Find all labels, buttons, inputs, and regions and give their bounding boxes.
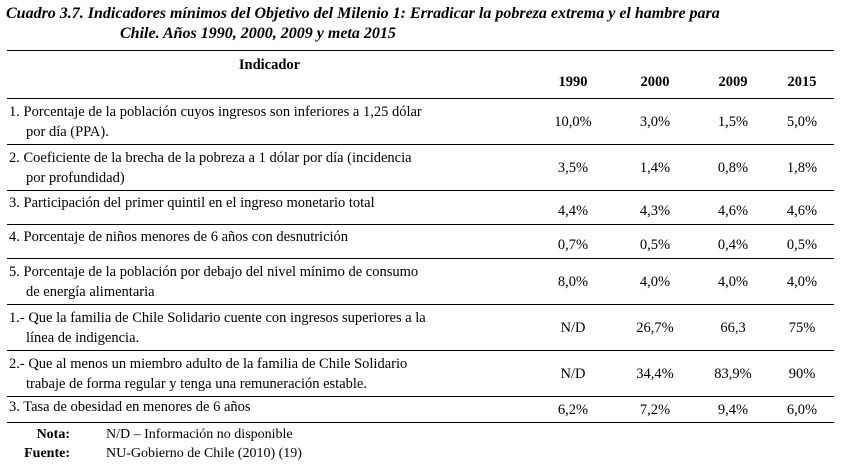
indicator-label-line1: 3. Tasa de obesidad en menores de 6 años xyxy=(9,399,251,415)
value-2000: 26,7% xyxy=(636,319,674,336)
indicator-label-line2: de energía alimentaria xyxy=(26,283,155,300)
value-2000: 4,0% xyxy=(639,273,671,290)
header-year-2015: 2015 xyxy=(787,73,817,90)
indicator-label-line2: por día (PPA). xyxy=(26,123,109,140)
indicator-label: 1.- Que la familia de Chile Solidario cu… xyxy=(7,305,532,351)
indicator-label: 4. Porcentaje de niños menores de 6 años… xyxy=(7,225,532,259)
value-2000: 3,0% xyxy=(639,113,671,130)
indicator-label-line1: 1. Porcentaje de la población cuyos ingr… xyxy=(9,103,422,120)
table-caption: Cuadro 3.7. Indicadores mínimos del Obje… xyxy=(6,4,856,44)
indicator-label: 1. Porcentaje de la población cuyos ingr… xyxy=(7,99,532,145)
value-2000: 7,2% xyxy=(639,402,671,418)
table-row: 4. Porcentaje de niños menores de 6 años… xyxy=(7,225,834,259)
indicator-label: 3. Participación del primer quintil en e… xyxy=(7,191,532,225)
header-year-2000: 2000 xyxy=(640,73,670,90)
table-row: 3. Participación del primer quintil en e… xyxy=(7,191,834,225)
value-1990: 0,7% xyxy=(557,237,589,253)
table-row: 3. Tasa de obesidad en menores de 6 años… xyxy=(7,397,834,423)
indicator-label-line1: 2. Coeficiente de la brecha de la pobrez… xyxy=(9,149,412,166)
header-year-2009: 2009 xyxy=(718,73,748,90)
value-2000: 34,4% xyxy=(636,365,674,382)
value-2015: 4,6% xyxy=(786,203,818,219)
value-2009: 4,6% xyxy=(717,203,749,219)
indicator-label-line1: 3. Participación del primer quintil en e… xyxy=(9,195,375,211)
value-2015: 75% xyxy=(788,319,816,336)
indicator-label-line2: trabaje de forma regular y tenga una rem… xyxy=(26,375,367,392)
caption-line-2: Chile. Años 1990, 2000, 2009 y meta 2015 xyxy=(120,25,396,42)
value-2009: 0,8% xyxy=(717,159,749,176)
value-2009: 1,5% xyxy=(717,113,749,130)
table-row: 1.- Que la familia de Chile Solidario cu… xyxy=(7,305,834,351)
value-2000: 0,5% xyxy=(639,237,671,253)
value-2009: 83,9% xyxy=(714,365,752,382)
value-2015: 1,8% xyxy=(786,159,818,176)
table-row: 5. Porcentaje de la población por debajo… xyxy=(7,259,834,305)
value-2015: 5,0% xyxy=(786,113,818,130)
value-2015: 6,0% xyxy=(786,402,818,418)
indicators-table: Indicador 1990 2000 2009 2015 1. Porcent… xyxy=(7,50,834,423)
indicator-label-line1: 5. Porcentaje de la población por debajo… xyxy=(9,263,419,280)
indicator-label-line1: 2.- Que al menos un miembro adulto de la… xyxy=(9,355,408,372)
header-indicator: Indicador xyxy=(238,57,301,73)
indicator-label-line2: por profundidad) xyxy=(26,169,125,186)
value-1990: 4,4% xyxy=(557,203,589,219)
value-1990: 8,0% xyxy=(557,273,589,290)
indicator-label: 3. Tasa de obesidad en menores de 6 años xyxy=(7,397,532,423)
value-2000: 1,4% xyxy=(639,159,671,176)
header-year-1990: 1990 xyxy=(558,73,588,90)
value-2009: 66,3 xyxy=(720,319,746,336)
value-1990: N/D xyxy=(560,365,586,382)
indicator-label-line1: 4. Porcentaje de niños menores de 6 años… xyxy=(9,229,349,245)
table-row: 1. Porcentaje de la población cuyos ingr… xyxy=(7,99,834,145)
value-2015: 4,0% xyxy=(786,273,818,290)
indicator-label: 2. Coeficiente de la brecha de la pobrez… xyxy=(7,145,532,191)
value-2000: 4,3% xyxy=(639,203,671,219)
value-2009: 0,4% xyxy=(717,237,749,253)
value-2009: 4,0% xyxy=(717,273,749,290)
value-1990: N/D xyxy=(560,319,586,336)
value-2015: 90% xyxy=(788,365,816,382)
value-2009: 9,4% xyxy=(717,402,749,418)
table-row: 2.- Que al menos un miembro adulto de la… xyxy=(7,351,834,397)
caption-line-1: Cuadro 3.7. Indicadores mínimos del Obje… xyxy=(6,5,720,22)
note-label: Nota: xyxy=(36,427,70,442)
indicator-label: 2.- Que al menos un miembro adulto de la… xyxy=(7,351,532,397)
table-notes: Nota: N/D – Información no disponible Fue… xyxy=(0,425,302,463)
note-text: N/D – Información no disponible xyxy=(106,427,293,442)
indicator-label: 5. Porcentaje de la población por debajo… xyxy=(7,259,532,305)
value-1990: 6,2% xyxy=(557,402,589,418)
value-2015: 0,5% xyxy=(786,237,818,253)
source-text: NU-Gobierno de Chile (2010) (19) xyxy=(106,446,302,461)
indicator-label-line2: línea de indigencia. xyxy=(26,329,140,346)
value-1990: 3,5% xyxy=(557,159,589,176)
table-header-row: Indicador 1990 2000 2009 2015 xyxy=(7,50,834,99)
source-label: Fuente: xyxy=(24,446,70,461)
source-row: Fuente: NU-Gobierno de Chile (2010) (19) xyxy=(0,444,302,463)
table-row: 2. Coeficiente de la brecha de la pobrez… xyxy=(7,145,834,191)
value-1990: 10,0% xyxy=(554,113,592,130)
note-row: Nota: N/D – Información no disponible xyxy=(0,425,302,444)
indicator-label-line1: 1.- Que la familia de Chile Solidario cu… xyxy=(9,309,426,326)
